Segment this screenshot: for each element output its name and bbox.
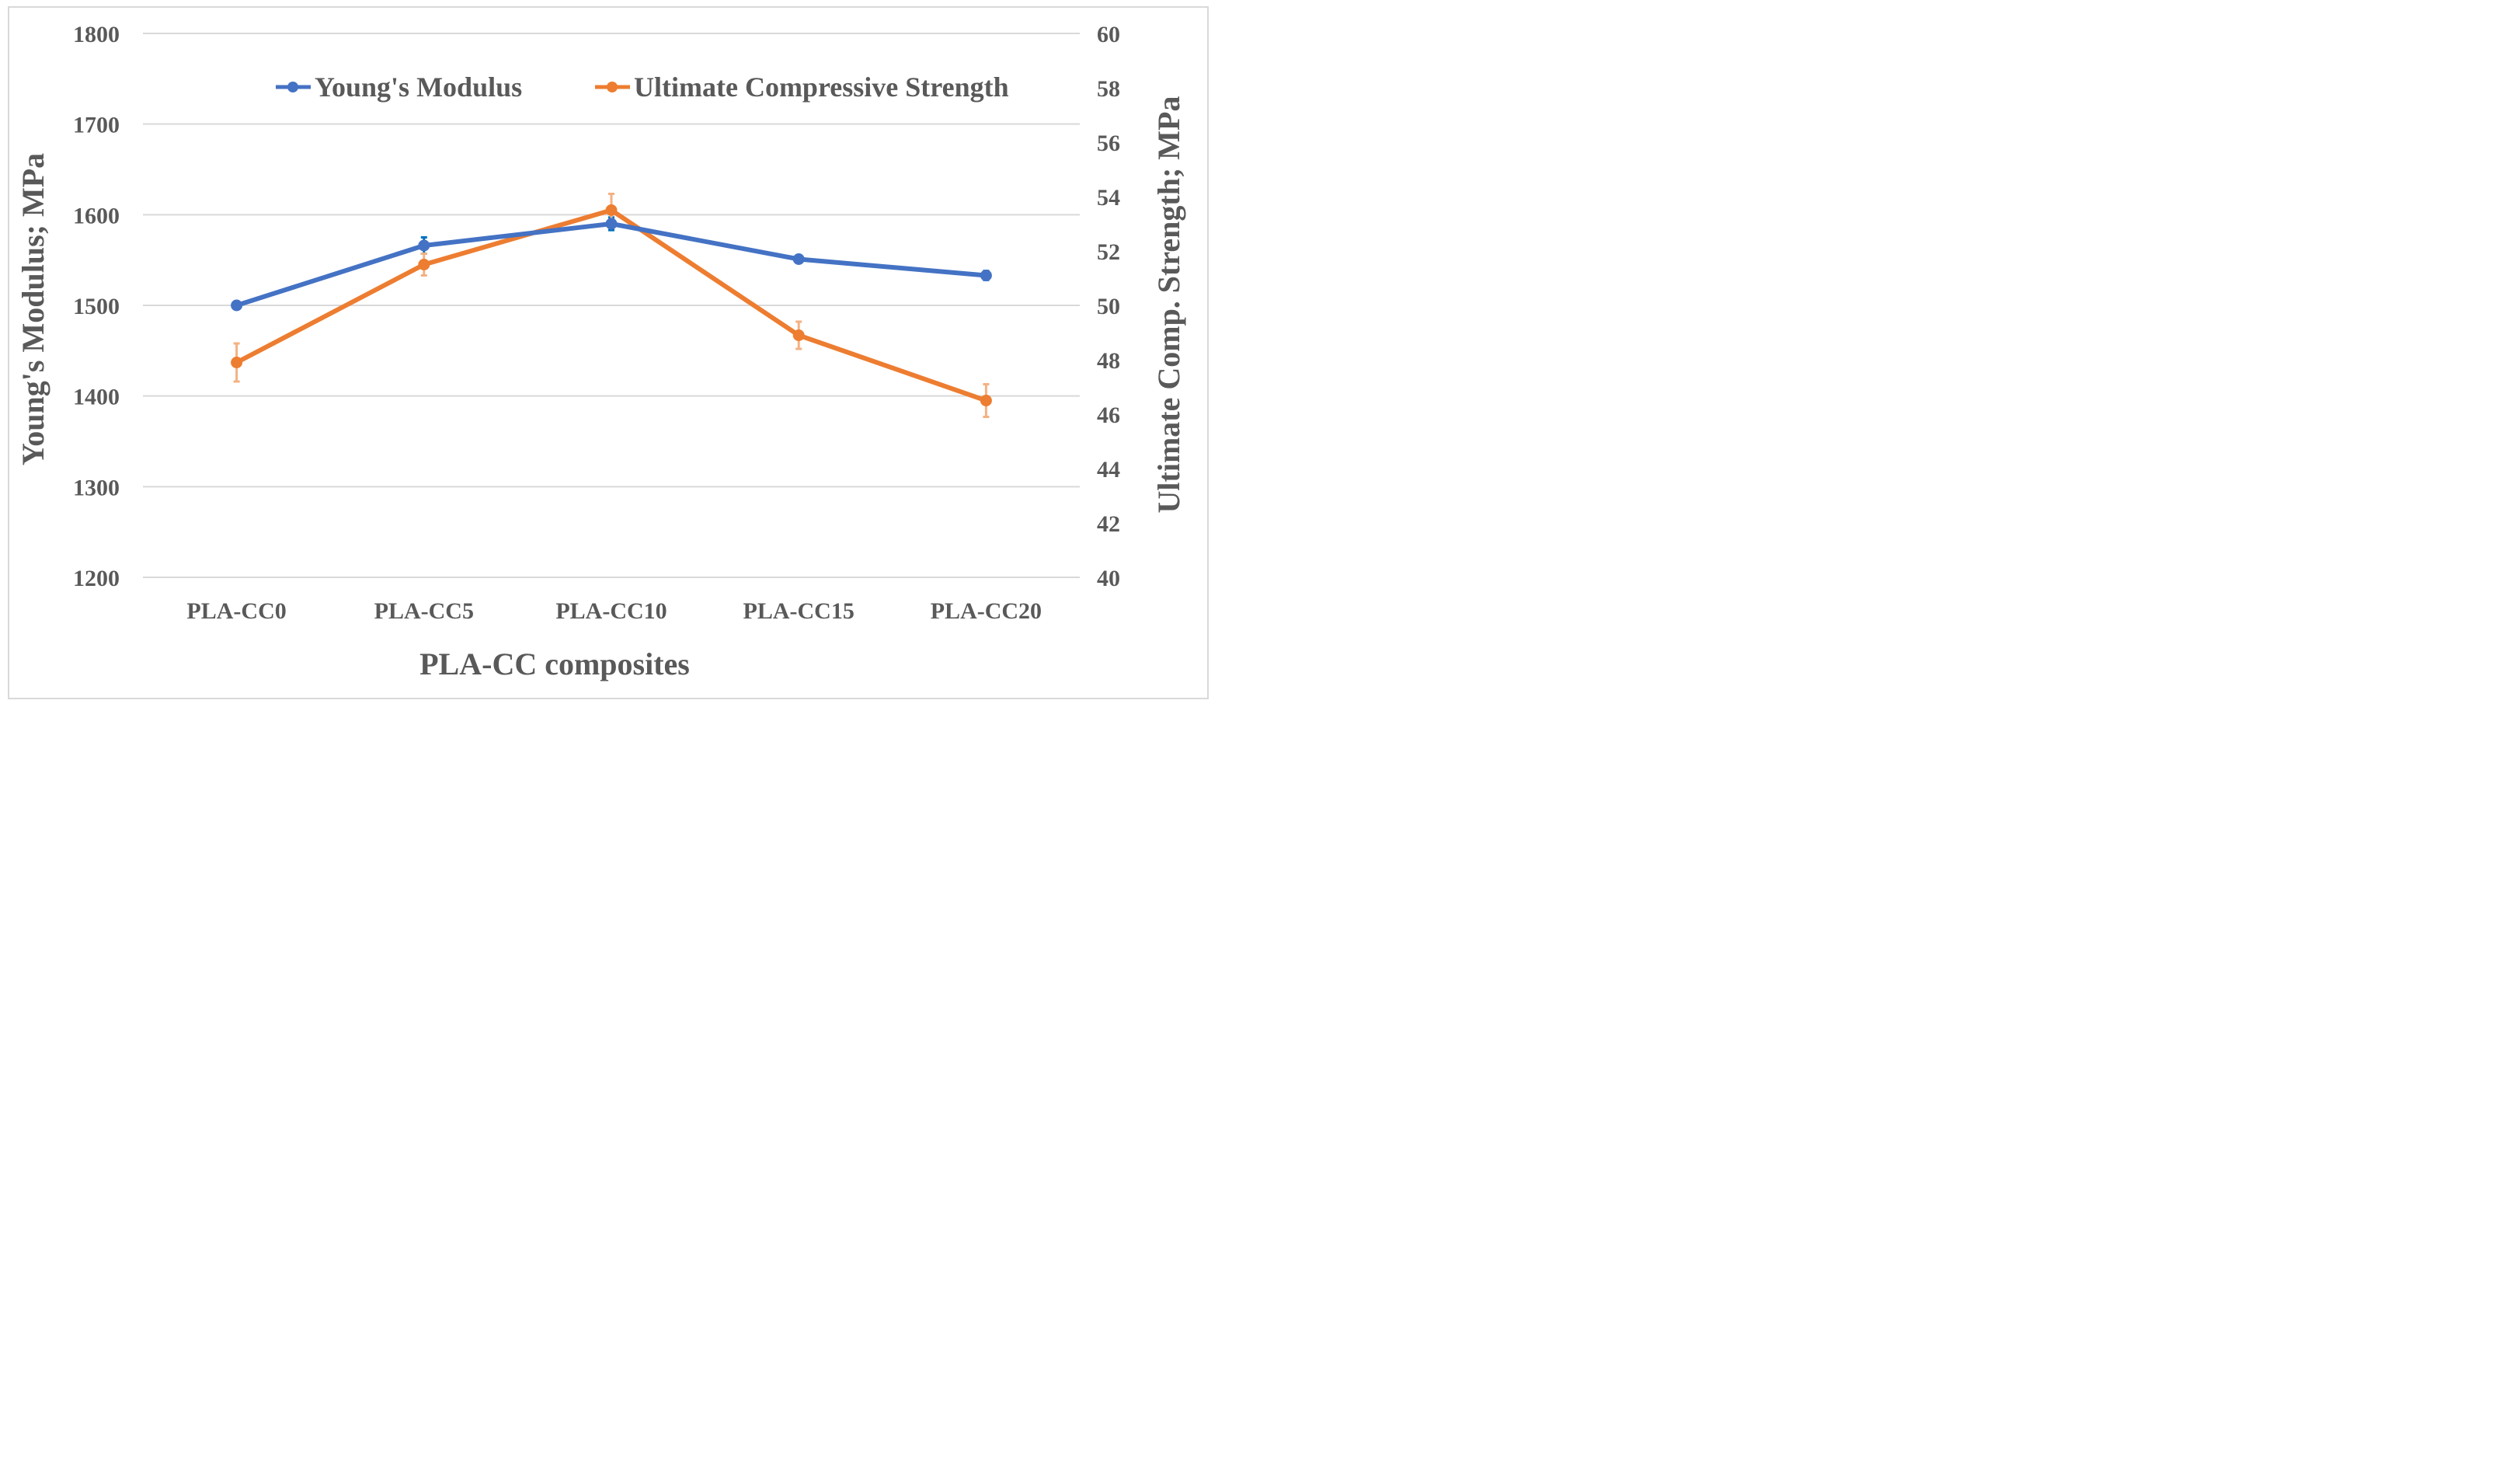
- data-point-ultimate-compressive-strength-pla-cc15: [792, 329, 805, 341]
- chart-frame: [8, 6, 1209, 699]
- y2-tick-label-56: 56: [1097, 131, 1120, 156]
- data-point-young-s-modulus-pla-cc5: [418, 239, 430, 252]
- x-tick-label-pla-cc0: PLA-CC0: [186, 598, 286, 624]
- series-lines: [231, 204, 992, 406]
- x-tick-label-pla-cc20: PLA-CC20: [931, 598, 1042, 624]
- y2-tick-label-48: 48: [1097, 348, 1120, 374]
- data-point-young-s-modulus-pla-cc10: [605, 218, 618, 230]
- y2-tick-label-60: 60: [1097, 22, 1120, 47]
- legend-item-youngs-modulus: Young's Modulus: [276, 71, 522, 103]
- data-point-ultimate-compressive-strength-pla-cc0: [231, 357, 243, 368]
- y2-tick-label-44: 44: [1097, 457, 1120, 483]
- legend: Young's Modulus Ultimate Compressive Str…: [276, 71, 1009, 103]
- y2-tick-label-40: 40: [1097, 566, 1120, 591]
- legend-label-ultimate-compressive-strength: Ultimate Compressive Strength: [634, 71, 1009, 103]
- y2-tick-label-54: 54: [1097, 185, 1120, 211]
- legend-label-youngs-modulus: Young's Modulus: [315, 71, 522, 103]
- y-axis-title: Young's Modulus; MPa: [16, 153, 50, 465]
- x-tick-labels: PLA-CC0 PLA-CC5 PLA-CC10 PLA-CC15 PLA-CC20: [186, 598, 1042, 624]
- y-tick-label-1800: 1800: [73, 22, 120, 47]
- x-tick-label-pla-cc10: PLA-CC10: [555, 598, 667, 624]
- legend-item-ultimate-compressive-strength: Ultimate Compressive Strength: [595, 71, 1009, 103]
- y-tick-label-1400: 1400: [73, 385, 120, 410]
- y2-tick-label-46: 46: [1097, 402, 1120, 428]
- y2-tick-label-58: 58: [1097, 76, 1120, 102]
- data-point-young-s-modulus-pla-cc15: [792, 253, 805, 265]
- data-point-young-s-modulus-pla-cc20: [980, 270, 992, 281]
- line-chart: 1200 1300 1400 1500 1600 1700 1800 40 42 44 46 48 5…: [16, 22, 1186, 681]
- data-point-ultimate-compressive-strength-pla-cc20: [980, 395, 992, 406]
- y-tick-label-1600: 1600: [73, 203, 120, 228]
- data-point-ultimate-compressive-strength-pla-cc10: [605, 204, 618, 216]
- y2-tick-label-50: 50: [1097, 294, 1120, 319]
- x-tick-label-pla-cc5: PLA-CC5: [374, 598, 474, 624]
- data-point-young-s-modulus-pla-cc0: [231, 299, 243, 312]
- y2-axis-title: Ultimate Comp. Strength; MPa: [1151, 96, 1186, 514]
- y2-tick-label-52: 52: [1097, 239, 1120, 265]
- data-point-ultimate-compressive-strength-pla-cc5: [418, 259, 430, 270]
- x-axis-title: PLA-CC composites: [419, 646, 690, 681]
- y-tick-label-1300: 1300: [73, 475, 120, 500]
- right-y-tick-labels: 40 42 44 46 48 50 52 54 56 58 60: [1097, 22, 1120, 591]
- legend-marker-youngs-modulus: [287, 82, 298, 92]
- y-tick-label-1500: 1500: [73, 294, 120, 319]
- left-y-tick-labels: 1200 1300 1400 1500 1600 1700 1800: [73, 22, 120, 591]
- y2-tick-label-42: 42: [1097, 511, 1120, 537]
- gridlines: [143, 33, 1080, 578]
- x-tick-label-pla-cc15: PLA-CC15: [743, 598, 855, 624]
- y-tick-label-1700: 1700: [73, 113, 120, 138]
- legend-marker-ultimate-compressive-strength: [607, 82, 618, 92]
- y-tick-label-1200: 1200: [73, 566, 120, 591]
- series-line-young-s-modulus: [235, 221, 987, 308]
